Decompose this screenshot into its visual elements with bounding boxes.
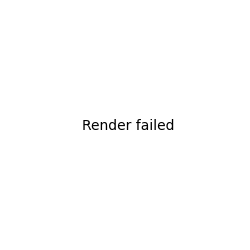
Text: Render failed: Render failed xyxy=(82,119,174,133)
